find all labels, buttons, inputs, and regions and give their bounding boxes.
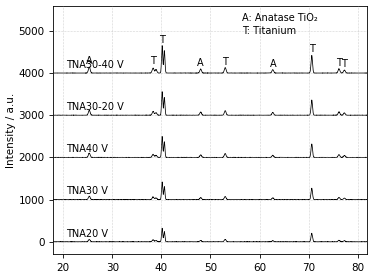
Text: T: T (341, 59, 347, 69)
Text: T: T (309, 44, 315, 54)
Text: T: T (222, 57, 228, 66)
Text: TNA30-40 V: TNA30-40 V (66, 60, 123, 70)
Text: A: A (197, 58, 204, 68)
Y-axis label: Intensity / a.u.: Intensity / a.u. (6, 92, 16, 168)
Text: T: T (159, 35, 165, 45)
Text: A: A (86, 56, 93, 66)
Text: TNA40 V: TNA40 V (66, 144, 108, 154)
Text: T: T (336, 58, 342, 68)
Text: TNA20 V: TNA20 V (66, 229, 108, 239)
Text: T: T (150, 56, 156, 66)
Text: A: A (269, 59, 276, 69)
Text: TNA30 V: TNA30 V (66, 186, 108, 196)
Text: TNA30-20 V: TNA30-20 V (66, 102, 123, 112)
Text: A: Anatase TiO₂
T: Titanium: A: Anatase TiO₂ T: Titanium (242, 13, 318, 36)
